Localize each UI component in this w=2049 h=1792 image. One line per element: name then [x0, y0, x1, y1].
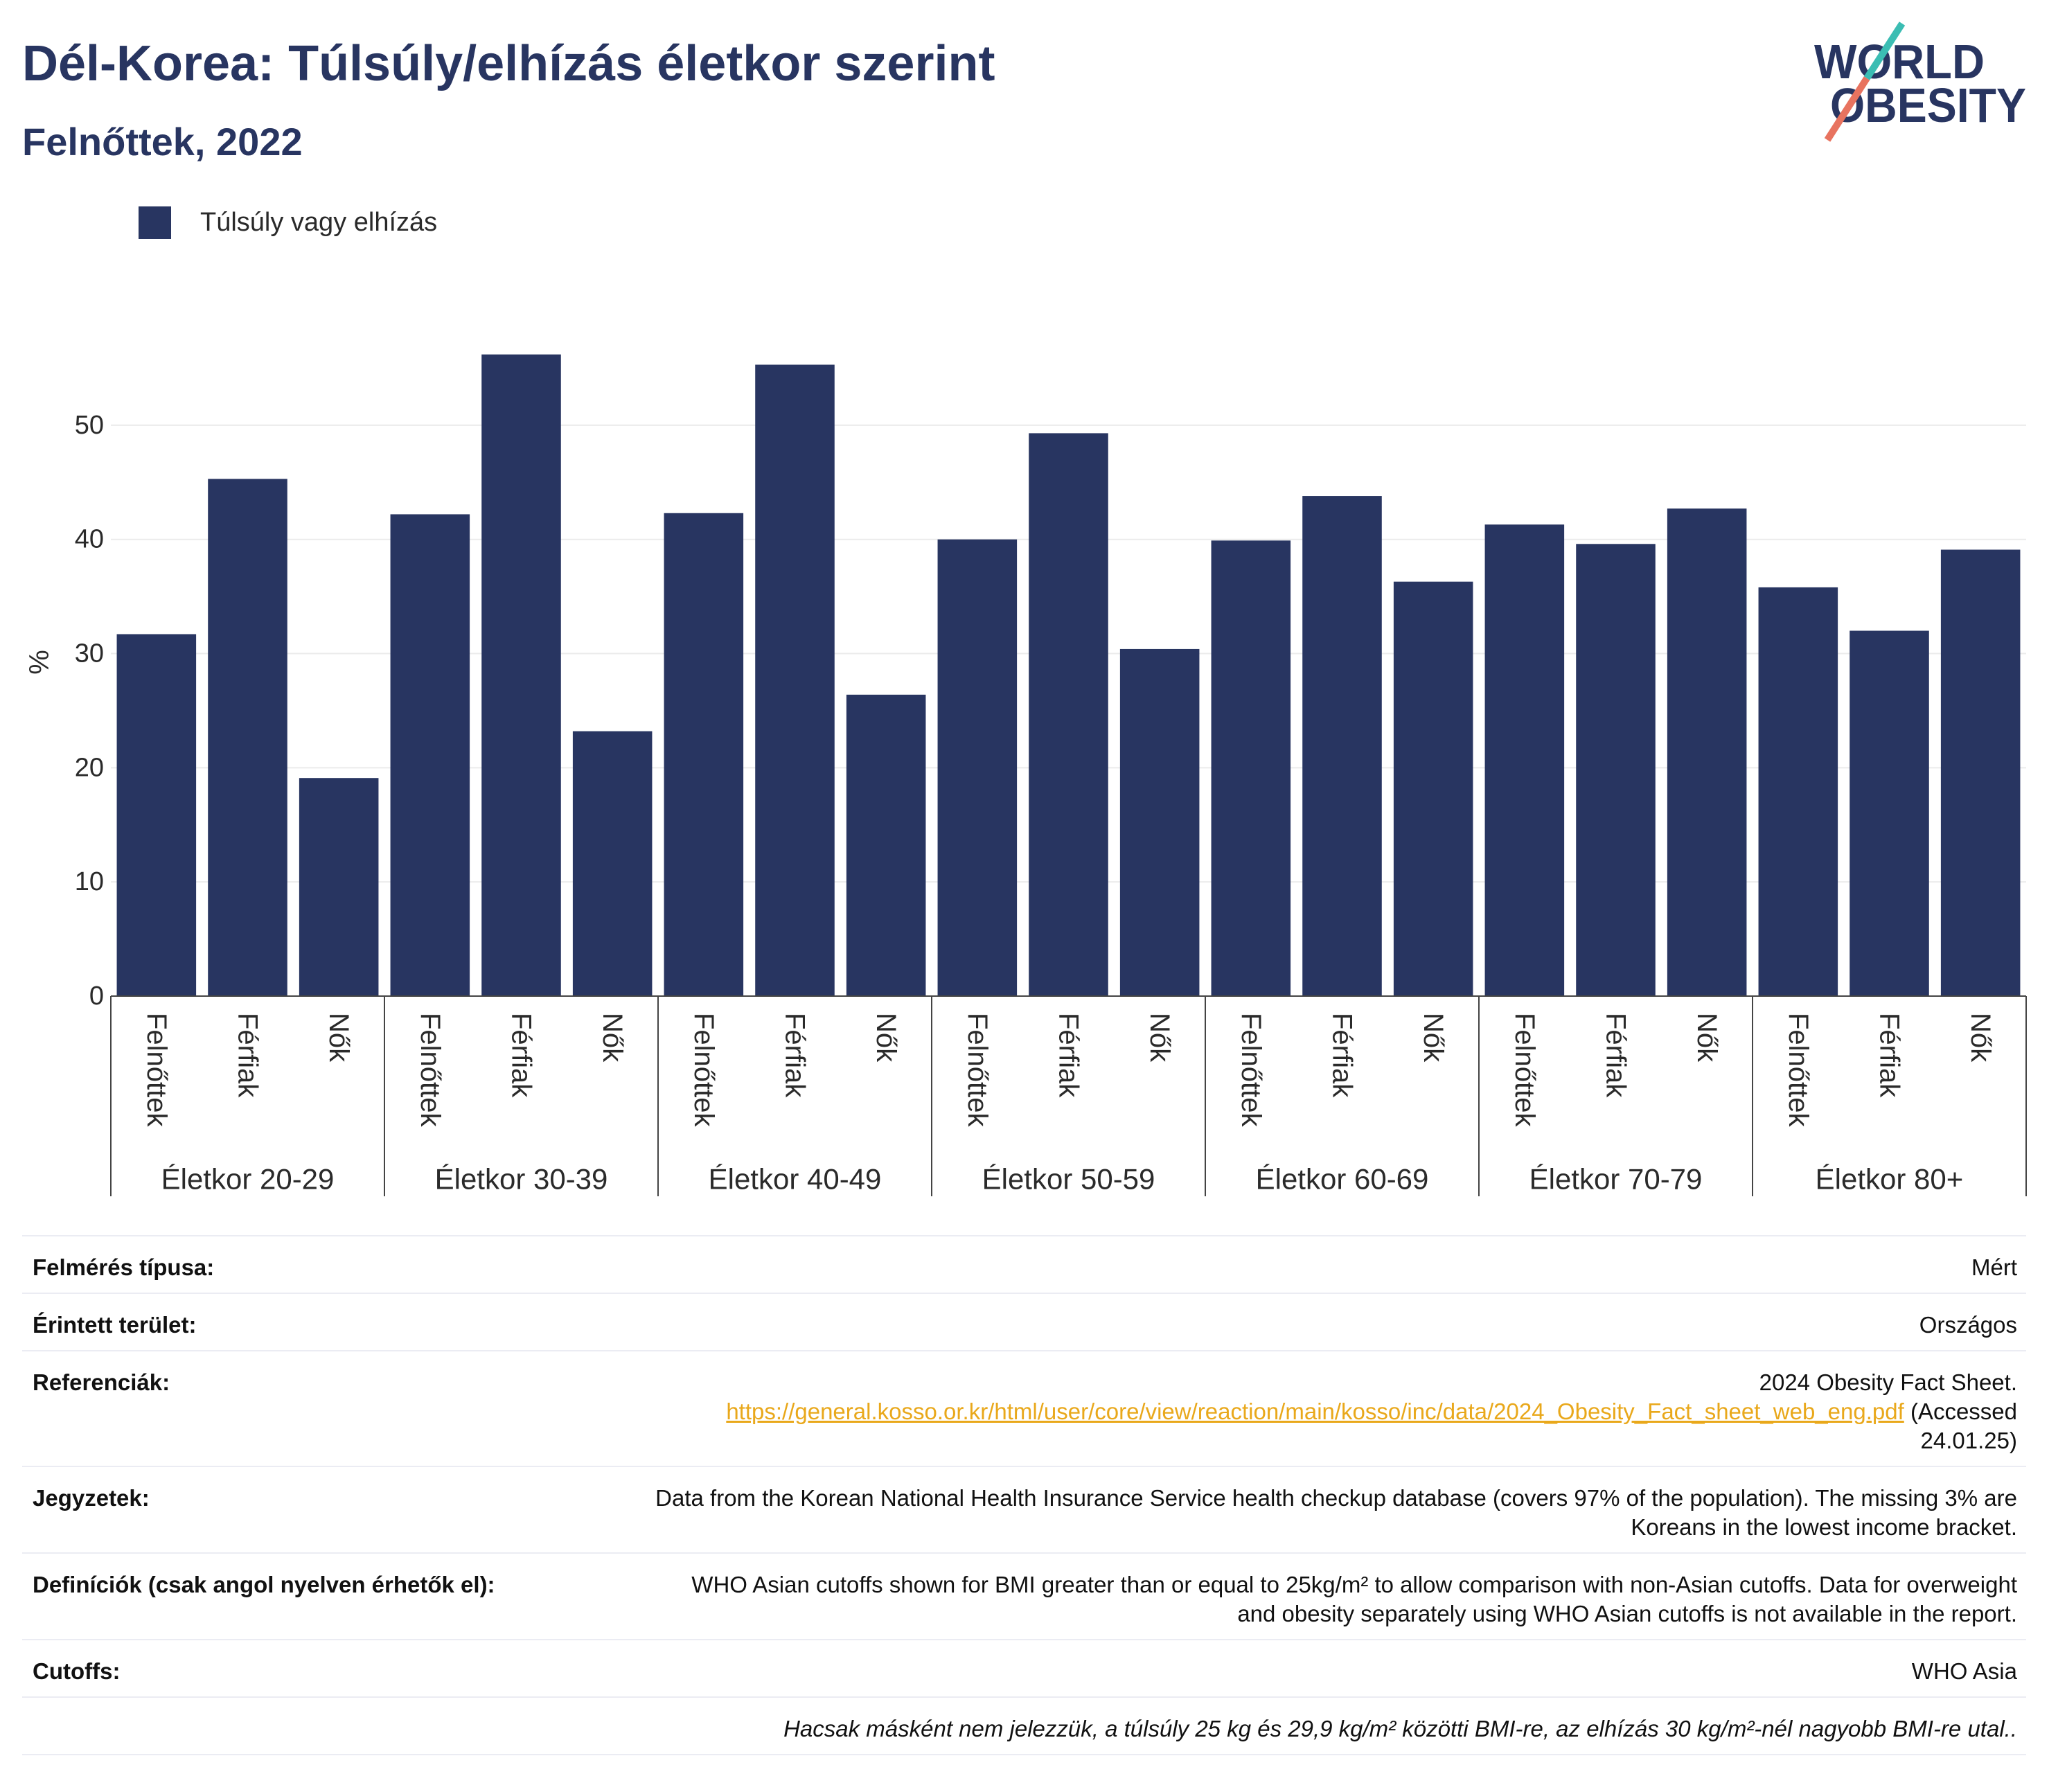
x-tick-label: Felnőttek	[1509, 1013, 1540, 1128]
x-tick-label: Nők	[323, 1013, 354, 1063]
notes-row: Jegyzetek: Data from the Korean National…	[22, 1467, 2026, 1554]
reference-title: 2024 Obesity Fact Sheet.	[1759, 1369, 2017, 1395]
group-label: Életkor 50-59	[982, 1163, 1155, 1196]
bar-chart: 0 10 20 30 40 50 Felnőttek Férfiak Nők Felnőttek F…	[24, 354, 2027, 1196]
references-row: Referenciák: 2024 Obesity Fact Sheet. htt…	[22, 1351, 2026, 1467]
footnote: Hacsak másként nem jelezzük, a túlsúly 2…	[783, 1716, 2017, 1741]
definitions-row: Definíciók (csak angol nyelven érhetők e…	[22, 1554, 2026, 1640]
x-tick-label: Férfiak	[506, 1013, 537, 1098]
group-label: Életkor 60-69	[1256, 1163, 1429, 1196]
references-label: Referenciák:	[33, 1369, 170, 1395]
y-tick-label: 50	[75, 411, 104, 440]
survey-type-label: Felmérés típusa:	[33, 1254, 215, 1280]
bar	[1211, 540, 1291, 996]
chart-title: Dél-Korea: Túlsúly/elhízás életkor szeri…	[22, 36, 995, 91]
bar	[390, 514, 470, 996]
group-label: Életkor 20-29	[161, 1163, 335, 1196]
bar	[208, 479, 287, 996]
legend-label: Túlsúly vagy elhízás	[200, 208, 438, 237]
x-tick-label: Nők	[1144, 1013, 1175, 1063]
bar	[1029, 433, 1108, 996]
legend-swatch	[139, 206, 171, 239]
world-obesity-logo: WORLD OBESITY	[1814, 21, 2026, 142]
survey-type-row: Felmérés típusa: Mért	[22, 1236, 2026, 1294]
bar	[1667, 508, 1747, 996]
area-row: Érintett terület: Országos	[22, 1294, 2026, 1351]
x-tick-label: Felnőttek	[1783, 1013, 1813, 1128]
area-value: Országos	[1919, 1312, 2017, 1338]
x-tick-label: Nők	[871, 1013, 901, 1063]
bar	[1850, 630, 1929, 996]
bar	[299, 778, 379, 996]
x-tick-label: Nők	[1418, 1013, 1448, 1063]
y-axis-label: %	[24, 650, 55, 675]
logo-word-world: WORLD	[1814, 35, 1985, 89]
notes-label: Jegyzetek:	[33, 1485, 150, 1511]
references-value: 2024 Obesity Fact Sheet. https://general.…	[197, 1368, 2017, 1455]
bar	[1758, 587, 1838, 996]
bar	[664, 513, 744, 996]
x-tick-label: Nők	[597, 1013, 628, 1063]
cutoffs-row: Cutoffs: WHO Asia	[22, 1640, 2026, 1698]
x-tick-label: Férfiak	[1601, 1013, 1631, 1098]
bar	[755, 364, 835, 996]
bar	[1393, 581, 1473, 996]
legend: Túlsúly vagy elhízás	[139, 206, 437, 239]
group-label: Életkor 40-49	[709, 1163, 882, 1196]
bar	[1576, 544, 1656, 996]
cutoffs-label: Cutoffs:	[33, 1658, 121, 1684]
x-tick-label: Felnőttek	[689, 1013, 719, 1128]
reference-link[interactable]: https://general.kosso.or.kr/html/user/co…	[726, 1399, 1904, 1424]
area-label: Érintett terület:	[33, 1312, 197, 1338]
bar	[1940, 549, 2021, 996]
x-tick-label: Férfiak	[780, 1013, 810, 1098]
survey-type-value: Mért	[1971, 1254, 2017, 1280]
x-tick-label: Felnőttek	[962, 1013, 993, 1128]
y-tick-label: 30	[75, 639, 104, 668]
bar	[1484, 524, 1565, 996]
reference-accessed: (Accessed 24.01.25)	[1910, 1399, 2017, 1453]
bar	[572, 731, 653, 996]
group-label: Életkor 70-79	[1529, 1163, 1703, 1196]
definitions-value: WHO Asian cutoffs shown for BMI greater …	[691, 1572, 2017, 1626]
x-tick-label: Férfiak	[1874, 1013, 1905, 1098]
cutoffs-value: WHO Asia	[1911, 1658, 2017, 1684]
definitions-label: Definíciók (csak angol nyelven érhetők e…	[33, 1572, 495, 1597]
bar	[1302, 496, 1382, 996]
bar	[481, 354, 561, 997]
chart-subtitle: Felnőttek, 2022	[22, 120, 303, 163]
x-tick-label: Férfiak	[1054, 1013, 1084, 1098]
group-label: Életkor 30-39	[435, 1163, 608, 1196]
x-tick-label: Férfiak	[1327, 1013, 1358, 1098]
x-tick-label: Felnőttek	[141, 1013, 172, 1128]
notes-value: Data from the Korean National Health Ins…	[655, 1485, 2017, 1540]
bar	[846, 694, 926, 996]
footnote-row: Hacsak másként nem jelezzük, a túlsúly 2…	[22, 1698, 2026, 1755]
x-tick-label: Férfiak	[233, 1013, 263, 1098]
logo-slash-top	[1863, 21, 1906, 80]
y-tick-label: 10	[75, 867, 104, 896]
bar	[116, 634, 197, 996]
x-tick-label: Felnőttek	[415, 1013, 445, 1128]
x-tick-label: Nők	[1965, 1013, 1996, 1063]
x-tick-label: Nők	[1692, 1013, 1722, 1063]
bar	[1119, 648, 1200, 996]
logo-slash-bottom	[1824, 76, 1870, 142]
bar	[937, 539, 1018, 996]
y-tick-label: 40	[75, 525, 104, 554]
y-tick-label: 20	[75, 753, 104, 782]
x-tick-label: Felnőttek	[1236, 1013, 1266, 1128]
group-label: Életkor 80+	[1816, 1163, 1964, 1196]
y-tick-label: 0	[89, 982, 104, 1011]
info-table: Felmérés típusa: Mért Érintett terület: …	[22, 1235, 2026, 1755]
